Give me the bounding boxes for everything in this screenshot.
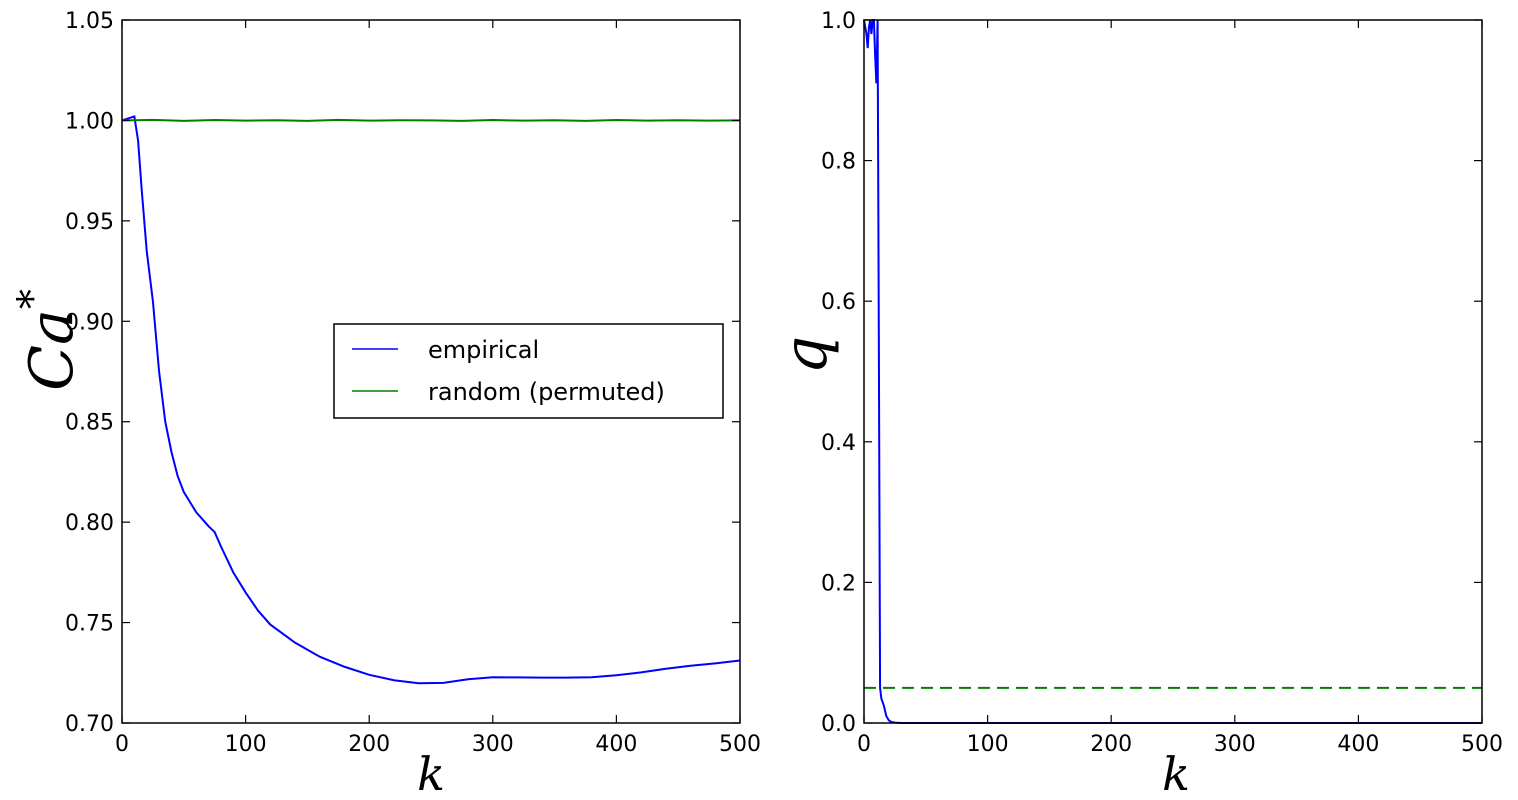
left-ytick-label: 0.95	[65, 210, 114, 235]
left-x-axis-label: k	[417, 747, 445, 800]
left-ytick-label: 0.70	[65, 712, 114, 737]
right-xtick-label: 500	[1461, 732, 1503, 757]
right-ytick-label: 0.8	[821, 150, 856, 175]
left-ytick-label: 0.90	[65, 310, 114, 335]
left-y-axis-label-main: Ca	[17, 309, 87, 391]
right-series-0-line	[863, 19, 1482, 724]
left-plot-frame	[121, 19, 741, 724]
left-xtick-label: 500	[719, 732, 761, 757]
right-plot-frame	[863, 19, 1483, 724]
left-ytick-label: 0.80	[65, 511, 114, 536]
right-xtick-label: 100	[967, 732, 1009, 757]
left-ytick-label: 1.00	[65, 109, 114, 134]
right-y-axis-label: q	[771, 336, 841, 374]
right-xtick-label: 400	[1337, 732, 1379, 757]
left-y-axis-label-sup: *	[10, 289, 56, 309]
left-xtick-label: 0	[115, 732, 129, 757]
left-ytick-label: 0.75	[65, 612, 114, 637]
legend-random-label: random (permuted)	[428, 378, 665, 406]
left-chart: 0 100 200 300 400 500 0.70 0.75 0.80 0.85 0.90 0.95…	[10, 9, 761, 800]
right-ticks: 0 100 200 300 400 500 0.0 0.2 0.4 0.6 0.8 1.0	[821, 9, 1503, 757]
legend-box	[333, 323, 724, 419]
left-xtick-label: 200	[348, 732, 390, 757]
right-xtick-label: 0	[857, 732, 871, 757]
right-ytick-label: 0.4	[821, 431, 856, 456]
left-series-0-line	[121, 115, 741, 685]
right-plot-lines	[863, 19, 1482, 724]
left-plot-lines	[121, 115, 741, 685]
left-xtick-label: 300	[472, 732, 514, 757]
right-x-axis-label: k	[1162, 747, 1190, 800]
legend: empirical random (permuted)	[333, 323, 724, 419]
left-ytick-label: 0.85	[65, 411, 114, 436]
right-ytick-label: 1.0	[821, 9, 856, 34]
right-ytick-label: 0.6	[821, 290, 856, 315]
left-ytick-label: 1.05	[65, 9, 114, 34]
right-xtick-label: 300	[1214, 732, 1256, 757]
left-y-axis-label: Ca*	[10, 289, 87, 391]
left-series-1-line	[121, 118, 741, 122]
legend-empirical-label: empirical	[428, 336, 539, 364]
left-xtick-label: 100	[225, 732, 267, 757]
left-ticks: 0 100 200 300 400 500 0.70 0.75 0.80 0.85 0.90 0.95…	[65, 9, 761, 757]
right-ytick-label: 0.0	[821, 712, 856, 737]
right-ytick-label: 0.2	[821, 571, 856, 596]
right-xtick-label: 200	[1090, 732, 1132, 757]
left-xtick-label: 400	[595, 732, 637, 757]
right-chart: 0 100 200 300 400 500 0.0 0.2 0.4 0.6 0.8 1.0 k q	[771, 9, 1503, 800]
